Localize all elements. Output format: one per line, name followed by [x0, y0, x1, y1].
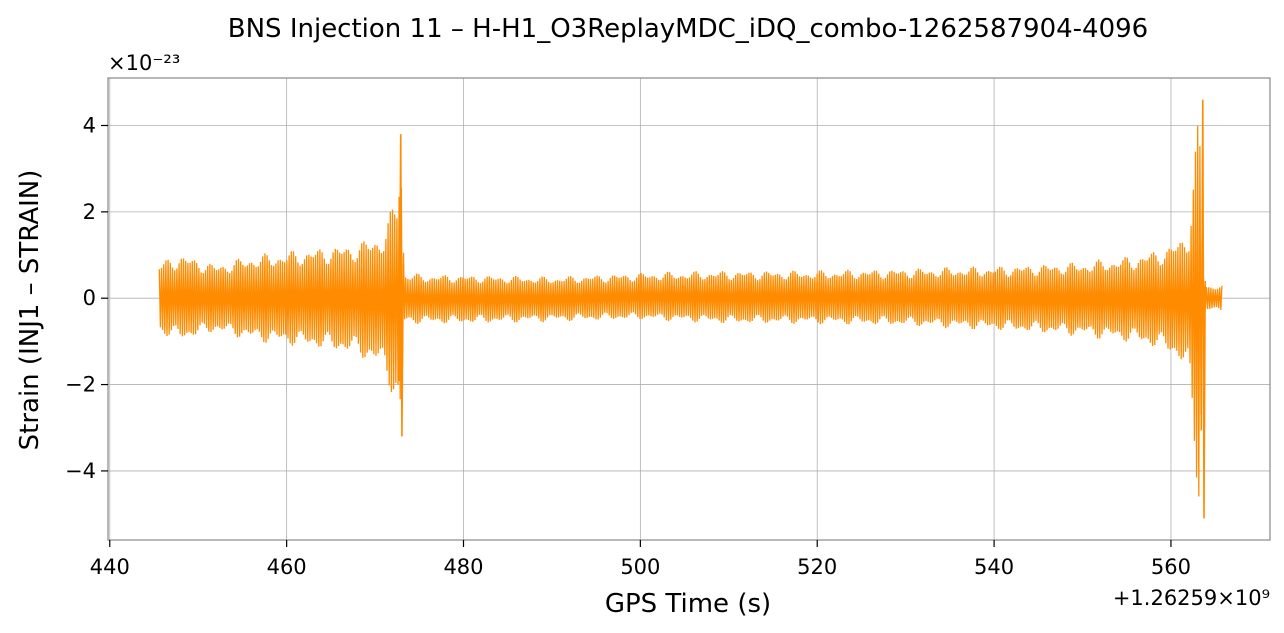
y-axis-label: Strain (INJ1 – STRAIN) [15, 170, 45, 451]
chart-title: BNS Injection 11 – H-H1_O3ReplayMDC_iDQ_… [228, 14, 1148, 44]
y-tick-label: 4 [83, 113, 96, 137]
strain-peak-spike [398, 134, 404, 437]
y-tick-label: 2 [83, 200, 96, 224]
strain-series-line [158, 125, 1223, 497]
x-tick-label: 540 [974, 555, 1014, 579]
y-tick-label: −2 [65, 373, 96, 397]
strain-peak-spike [1200, 99, 1206, 519]
x-tick-label: 480 [443, 555, 483, 579]
x-tick-label: 440 [90, 555, 130, 579]
plot-area [158, 99, 1223, 519]
x-tick-label: 500 [620, 555, 660, 579]
y-tick-label: −4 [65, 459, 96, 483]
x-axis-ticks: 440 460 480 500 520 540 560 [90, 540, 1191, 579]
y-tick-label: 0 [83, 286, 96, 310]
x-tick-label: 460 [267, 555, 307, 579]
x-tick-label: 520 [797, 555, 837, 579]
y-axis-ticks: −4 −2 0 2 4 [65, 113, 108, 483]
x-offset-label: +1.26259×10⁹ [1113, 586, 1270, 610]
axes-frame [107, 77, 1271, 541]
x-axis-label: GPS Time (s) [605, 589, 771, 619]
y-scale-label: ×10⁻²³ [108, 51, 180, 75]
x-tick-label: 560 [1151, 555, 1191, 579]
